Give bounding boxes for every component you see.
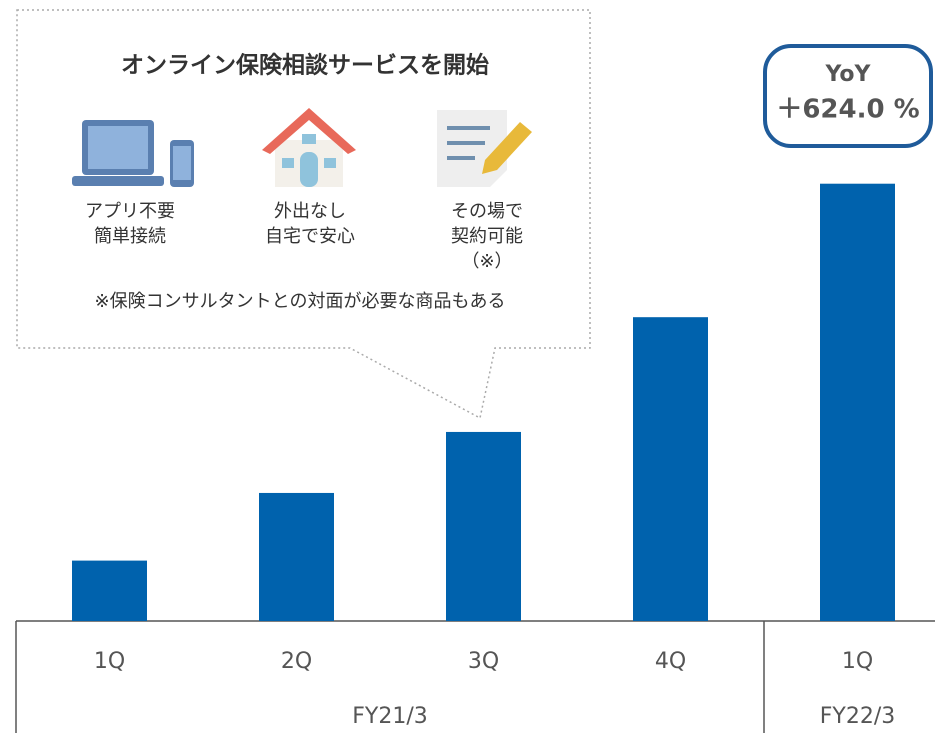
group-label: FY21/3 (352, 704, 428, 729)
callout-title: オンライン保険相談サービスを開始 (121, 52, 489, 79)
callout-item-label: アプリ不要 (85, 201, 175, 222)
group-label: FY22/3 (820, 704, 896, 729)
bar (446, 431, 521, 621)
x-tick-label: 1Q (94, 649, 125, 674)
badge-title: YoY (825, 62, 872, 87)
x-tick-label: 4Q (655, 649, 686, 674)
house-window (282, 158, 294, 168)
callout-note: ※保険コンサルタントとの対面が必要な商品もある (95, 291, 506, 312)
house-roof (262, 108, 356, 154)
bar (72, 560, 147, 621)
house-window (302, 134, 316, 144)
callout-item-label: 簡単接続 (94, 226, 166, 247)
callout-item-label: 自宅で安心 (265, 226, 355, 247)
callout-item-label: （※） (461, 251, 512, 272)
house-window (324, 158, 336, 168)
badge-value: ＋624.0 % (776, 95, 919, 125)
bar (633, 317, 708, 621)
badge-border (763, 44, 933, 148)
document-lines (447, 126, 490, 160)
callout-item-label: 外出なし (274, 201, 346, 222)
x-tick-label: 1Q (842, 649, 873, 674)
x-tick-label: 3Q (468, 649, 499, 674)
icons (16, 9, 935, 622)
x-tick-label: 2Q (281, 649, 312, 674)
laptop-screen (88, 126, 148, 169)
laptop-base (72, 176, 164, 186)
house-door (300, 152, 318, 187)
phone-screen (173, 146, 191, 180)
bar (820, 183, 895, 622)
pencil (482, 122, 532, 174)
callout-item-label: 契約可能 (451, 226, 523, 247)
callout-item-label: その場で (451, 201, 523, 222)
bar (259, 492, 334, 621)
